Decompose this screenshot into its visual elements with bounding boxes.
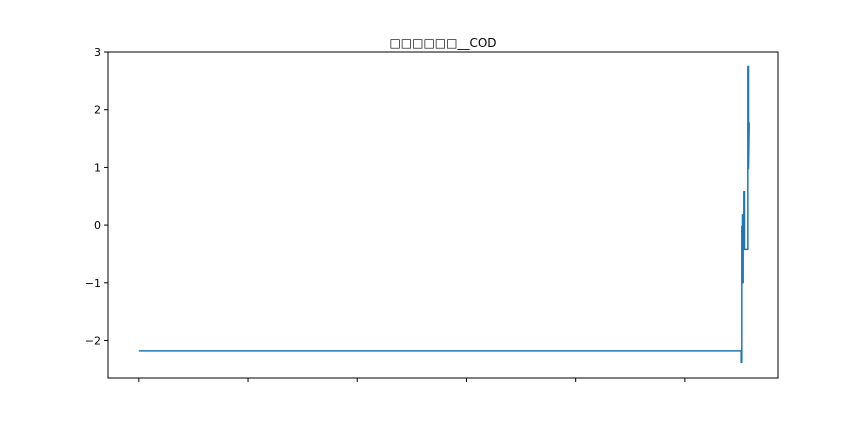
y-tick-label: 3	[94, 46, 101, 59]
y-tick-label: 0	[94, 219, 101, 232]
x-axis	[138, 378, 686, 382]
series-group	[138, 65, 750, 364]
series-line	[138, 65, 750, 364]
chart-title: □□□□□□__COD	[389, 36, 496, 50]
y-tick-label: 1	[94, 161, 101, 174]
y-tick-label: −2	[85, 334, 101, 347]
y-tick-label: −1	[85, 277, 101, 290]
y-tick-label: 2	[94, 104, 101, 117]
plot-frame	[107, 51, 779, 379]
y-axis: 3 2 1 0 −1 −2	[85, 46, 108, 347]
